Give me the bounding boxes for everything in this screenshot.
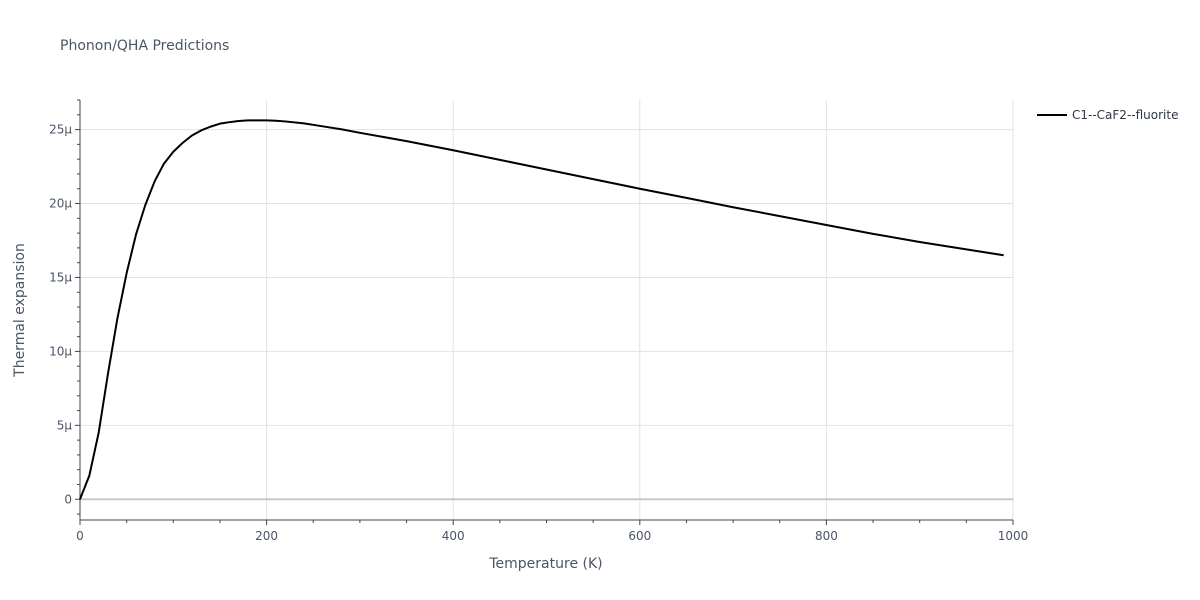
y-tick-label: 25μ — [49, 123, 72, 137]
x-tick-label: 600 — [628, 529, 651, 543]
legend-item-label[interactable]: C1--CaF2--fluorite — [1072, 108, 1178, 122]
x-tick-label: 200 — [255, 529, 278, 543]
y-tick-label: 0 — [64, 492, 72, 506]
y-tick-label: 20μ — [49, 197, 72, 211]
legend[interactable]: C1--CaF2--fluorite — [1037, 108, 1178, 122]
x-tick-label: 0 — [76, 529, 84, 543]
series-line — [79, 119, 1004, 500]
y-axis-ticks: 0 5μ 10μ 15μ 20μ 25μ — [49, 99, 80, 515]
x-axis-ticks: 0 200 400 600 800 1000 — [76, 520, 1028, 543]
y-tick-label: 10μ — [49, 344, 72, 358]
x-tick-label: 800 — [815, 529, 838, 543]
gridlines — [80, 100, 1014, 520]
y-tick-label: 5μ — [57, 418, 73, 432]
x-axis-title: Temperature (K) — [488, 556, 602, 572]
chart-title: Phonon/QHA Predictions — [60, 38, 229, 54]
series-layer — [79, 119, 1004, 500]
x-tick-label: 1000 — [998, 529, 1029, 543]
x-tick-label: 400 — [442, 529, 465, 543]
y-axis-title: Thermal expansion — [12, 243, 28, 378]
y-tick-label: 15μ — [49, 270, 72, 284]
